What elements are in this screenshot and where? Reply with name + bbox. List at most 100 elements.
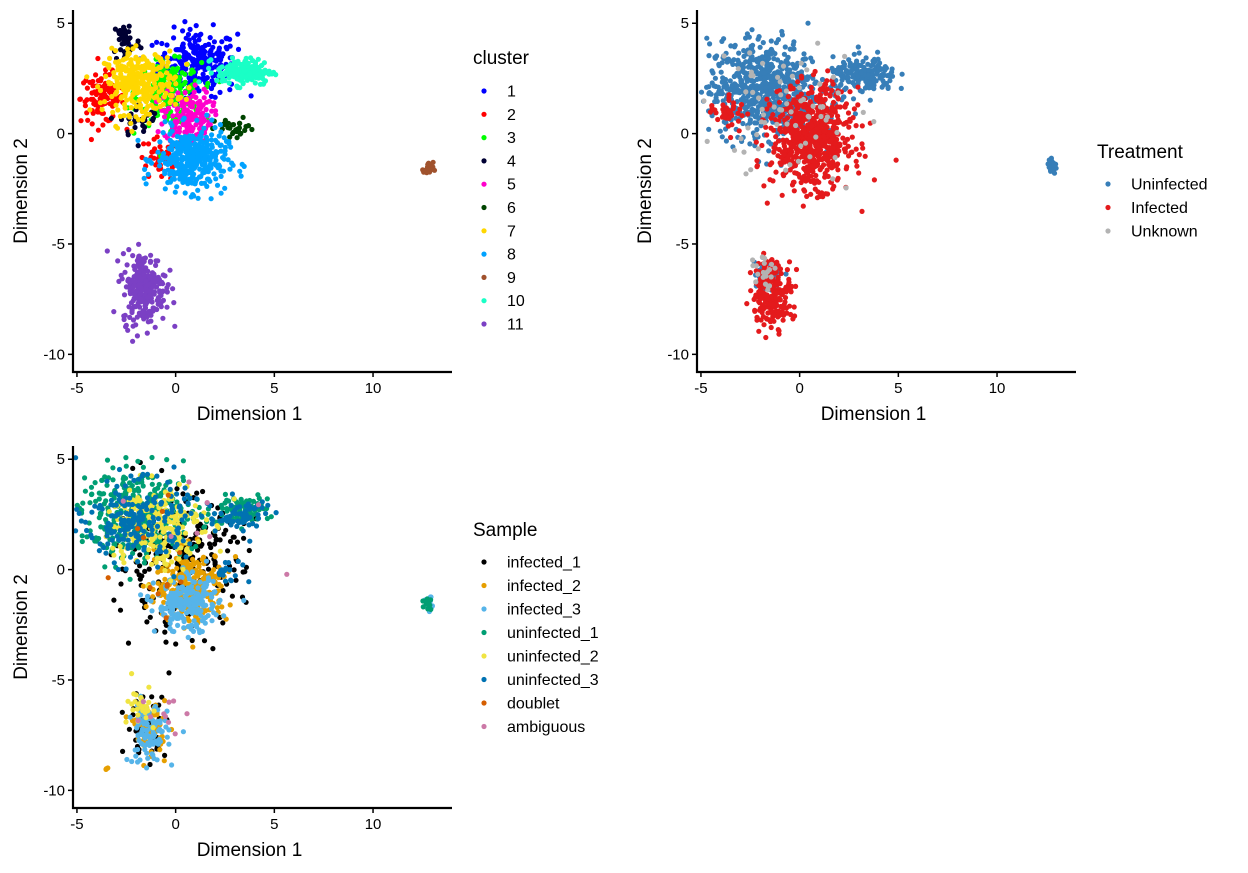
legend-label: 8 bbox=[507, 247, 516, 264]
data-point bbox=[798, 91, 805, 97]
data-point bbox=[125, 327, 131, 333]
data-point bbox=[207, 35, 213, 41]
data-point bbox=[227, 166, 233, 172]
data-point bbox=[147, 157, 153, 163]
data-point bbox=[235, 84, 241, 91]
data-point bbox=[721, 53, 727, 59]
data-point bbox=[737, 106, 743, 112]
data-point bbox=[140, 123, 146, 129]
data-point bbox=[219, 39, 225, 45]
data-point bbox=[143, 91, 149, 97]
data-point bbox=[111, 309, 117, 315]
data-point bbox=[170, 113, 176, 119]
data-point bbox=[122, 312, 128, 318]
data-point bbox=[750, 263, 756, 269]
data-point bbox=[165, 179, 171, 186]
data-point bbox=[846, 57, 852, 63]
data-point bbox=[812, 68, 818, 75]
data-point bbox=[180, 606, 186, 613]
data-point bbox=[202, 602, 208, 608]
data-point bbox=[197, 49, 204, 55]
data-point bbox=[231, 62, 237, 68]
data-point bbox=[761, 70, 767, 76]
data-point bbox=[81, 80, 87, 86]
data-point bbox=[216, 600, 222, 606]
data-point bbox=[856, 152, 862, 158]
data-point bbox=[165, 105, 172, 111]
data-point bbox=[248, 93, 254, 99]
data-point bbox=[762, 255, 768, 262]
data-point bbox=[170, 169, 176, 175]
data-point bbox=[766, 73, 773, 79]
data-point bbox=[800, 150, 807, 157]
data-point bbox=[758, 100, 764, 106]
data-point bbox=[84, 85, 90, 91]
data-point bbox=[781, 289, 787, 295]
data-point bbox=[142, 568, 148, 575]
data-point bbox=[136, 98, 142, 104]
data-point bbox=[196, 37, 202, 43]
data-point bbox=[137, 552, 143, 558]
data-point bbox=[206, 65, 212, 71]
data-point bbox=[756, 95, 762, 101]
data-point bbox=[766, 139, 772, 145]
data-point bbox=[191, 618, 197, 624]
data-point bbox=[759, 305, 765, 311]
data-point bbox=[240, 114, 246, 120]
data-point bbox=[848, 68, 855, 74]
data-point bbox=[208, 196, 214, 202]
data-point bbox=[155, 129, 161, 135]
data-point bbox=[731, 57, 737, 63]
data-point bbox=[761, 183, 767, 189]
data-point bbox=[196, 151, 202, 158]
data-point bbox=[198, 31, 204, 37]
data-point bbox=[184, 142, 190, 148]
data-point bbox=[151, 95, 157, 101]
data-point bbox=[753, 279, 759, 285]
data-point bbox=[787, 67, 793, 73]
data-point bbox=[126, 726, 132, 732]
data-point bbox=[198, 570, 204, 576]
data-point bbox=[767, 162, 773, 168]
data-point bbox=[851, 51, 857, 57]
data-point bbox=[844, 164, 850, 170]
data-point bbox=[706, 126, 712, 132]
y-axis-label: Dimension 2 bbox=[11, 138, 32, 244]
data-point bbox=[887, 72, 893, 78]
data-point bbox=[164, 285, 170, 291]
data-point bbox=[771, 104, 777, 110]
data-point bbox=[189, 148, 195, 154]
data-point bbox=[770, 112, 776, 118]
data-point bbox=[776, 312, 782, 319]
data-point bbox=[840, 94, 847, 100]
data-point bbox=[131, 263, 137, 269]
data-point bbox=[174, 486, 180, 492]
data-point bbox=[159, 467, 165, 474]
data-point bbox=[844, 136, 851, 142]
data-point bbox=[793, 108, 799, 114]
data-point bbox=[762, 120, 768, 126]
data-point bbox=[855, 84, 861, 90]
data-point bbox=[774, 121, 780, 127]
data-point bbox=[750, 257, 756, 263]
data-point bbox=[133, 294, 139, 300]
data-point bbox=[188, 170, 194, 176]
data-point bbox=[114, 125, 121, 131]
data-point bbox=[1051, 170, 1058, 176]
data-point bbox=[771, 312, 777, 318]
data-point bbox=[802, 56, 809, 62]
data-point bbox=[773, 295, 779, 301]
data-point bbox=[138, 592, 144, 598]
data-point bbox=[855, 44, 861, 50]
data-point bbox=[855, 102, 861, 108]
data-point bbox=[157, 747, 163, 753]
data-point bbox=[186, 157, 192, 163]
data-point bbox=[114, 89, 120, 95]
data-point bbox=[818, 113, 824, 120]
data-point bbox=[788, 144, 794, 150]
data-point bbox=[130, 338, 136, 344]
data-point bbox=[816, 153, 822, 159]
data-point bbox=[197, 158, 203, 164]
legend-label: 6 bbox=[507, 200, 516, 217]
